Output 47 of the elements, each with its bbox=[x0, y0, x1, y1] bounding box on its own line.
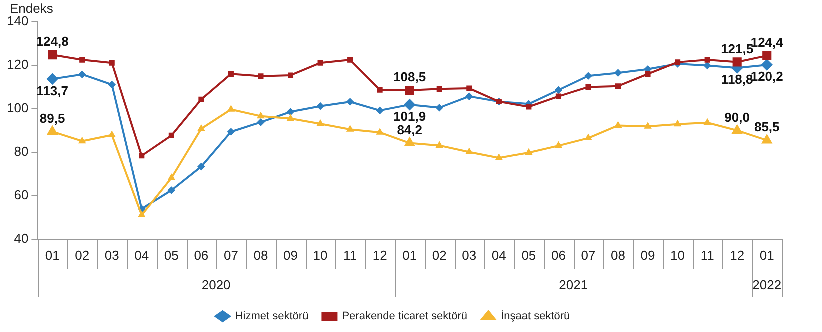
text: 2020 bbox=[202, 278, 231, 293]
x-tick-label: 01 bbox=[760, 248, 774, 263]
data-label: 101,9 bbox=[394, 108, 426, 124]
data-label: 89,5 bbox=[40, 110, 66, 126]
x-tick-label: 06 bbox=[194, 248, 209, 263]
x-tick-label: 11 bbox=[344, 248, 358, 263]
y-tick-label: 100 bbox=[6, 100, 29, 116]
x-tick-label: 09 bbox=[640, 248, 656, 263]
y-axis-title: Endeks bbox=[10, 1, 54, 16]
data-label: 90,0 bbox=[724, 110, 750, 125]
data-label: 108,5 bbox=[394, 70, 426, 85]
x-tick-label: 05 bbox=[522, 248, 536, 263]
x-tick-label: 12 bbox=[372, 248, 388, 263]
x-tick-label: 01 bbox=[402, 248, 418, 263]
x-tick-label: 03 bbox=[462, 248, 477, 263]
x-tick-label: 05 bbox=[164, 248, 179, 263]
text: 2021 bbox=[559, 278, 588, 293]
x-tick-label: 09 bbox=[284, 248, 298, 263]
data-label: 120,2 bbox=[750, 69, 784, 84]
x-tick-label: 04 bbox=[492, 248, 506, 263]
x-tick-label: 02 bbox=[432, 248, 447, 263]
x-tick-label: 08 bbox=[254, 248, 268, 263]
data-label: 84,2 bbox=[397, 122, 422, 138]
legend-label: İnşaat sektörü bbox=[501, 310, 570, 323]
x-tick-label: 11 bbox=[700, 248, 714, 263]
x-tick-label: 01 bbox=[45, 248, 60, 263]
x-tick-label: 03 bbox=[104, 248, 120, 263]
y-tick-label: 140 bbox=[6, 14, 29, 29]
y-tick-label: 120 bbox=[6, 57, 29, 72]
x-tick-label: 02 bbox=[75, 248, 90, 263]
data-label: 124,8 bbox=[36, 34, 69, 50]
x-tick-label: 06 bbox=[551, 248, 566, 263]
x-tick-label: 10 bbox=[670, 248, 686, 263]
x-tick-label: 07 bbox=[581, 248, 596, 263]
x-tick-label: 07 bbox=[224, 248, 238, 263]
text: 2022 bbox=[752, 278, 782, 293]
data-label: 113,7 bbox=[36, 83, 68, 98]
legend-label: Hizmet sektörü bbox=[235, 310, 309, 323]
legend-label: Perakende ticaret sektörü bbox=[342, 310, 468, 323]
x-tick-label: 12 bbox=[730, 248, 745, 263]
x-tick-label: 08 bbox=[611, 248, 626, 263]
y-tick-label: 60 bbox=[14, 188, 29, 202]
data-label: 85,5 bbox=[754, 120, 780, 135]
x-tick-label: 10 bbox=[313, 248, 328, 263]
y-tick-label: 80 bbox=[14, 144, 29, 160]
x-tick-label: 04 bbox=[134, 248, 150, 263]
y-tick-label: 40 bbox=[14, 230, 29, 246]
